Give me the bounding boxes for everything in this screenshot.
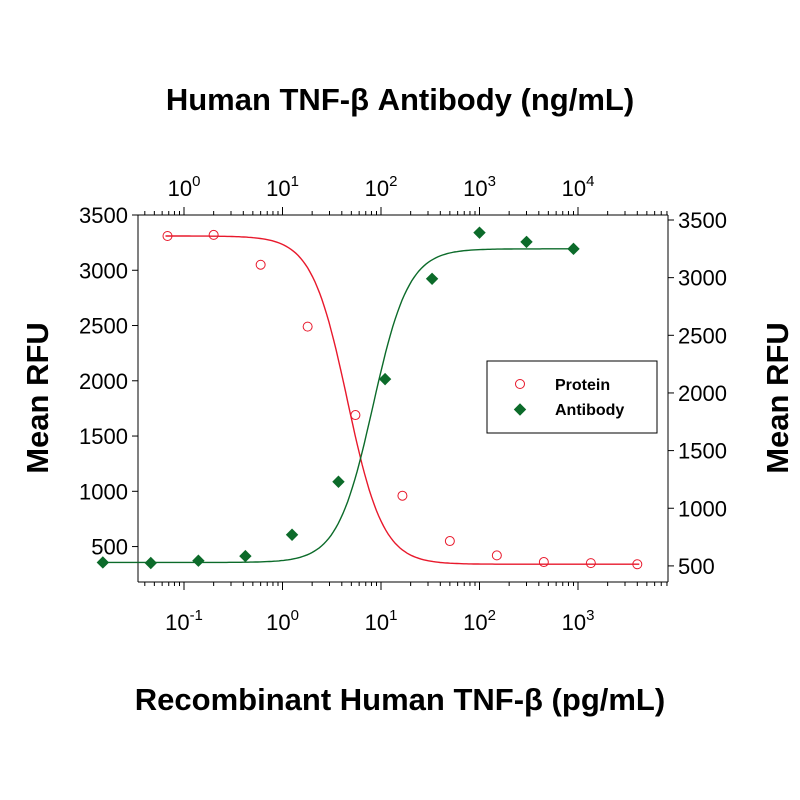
protein-point	[491, 550, 502, 561]
left-y-tick-label: 2500	[79, 314, 128, 339]
antibody-point	[239, 549, 252, 563]
top-x-tick-label: 102	[365, 173, 398, 201]
legend-protein-label: Protein	[555, 377, 610, 394]
antibody-point	[567, 242, 580, 256]
bottom-x-tick-label: 101	[365, 607, 398, 635]
antibody-point	[520, 235, 533, 249]
protein-point	[162, 230, 173, 241]
top-x-tick-label: 104	[562, 173, 595, 201]
antibody-point	[425, 272, 439, 286]
bottom-x-tick-label: 103	[562, 607, 595, 635]
legend-antibody-marker	[513, 403, 527, 416]
top-x-tick-label: 101	[266, 173, 299, 201]
bottom-x-tick-label: 102	[463, 607, 496, 635]
antibody-point	[144, 556, 157, 570]
left-y-tick-label: 1500	[79, 424, 128, 449]
protein-point	[538, 557, 549, 568]
bottom-axis-title: Recombinant Human TNF-β (pg/mL)	[134, 682, 666, 717]
antibody-point	[332, 475, 345, 488]
top-axis-title: Human TNF-β Antibody (ng/mL)	[165, 82, 635, 117]
protein-point	[350, 410, 361, 421]
protein-point	[444, 536, 455, 547]
protein-point	[585, 558, 596, 569]
right-y-tick-label: 3000	[678, 266, 727, 291]
right-y-tick-label: 1500	[678, 439, 727, 464]
protein-point	[255, 259, 266, 270]
antibody-point	[473, 226, 486, 239]
right-y-tick-label: 3500	[678, 208, 727, 233]
legend-box	[486, 360, 658, 434]
legend: Protein Antibody	[486, 360, 658, 434]
protein-point	[632, 559, 643, 570]
left-y-tick-label: 3500	[79, 203, 128, 228]
protein-point	[302, 321, 313, 332]
left-y-tick-label: 3000	[79, 258, 128, 283]
left-y-tick-label: 500	[91, 535, 128, 560]
protein-fit-curve	[165, 235, 640, 565]
left-y-tick-label: 2000	[79, 369, 128, 394]
top-x-tick-label: 100	[168, 173, 201, 201]
protein-point	[397, 490, 408, 501]
bottom-x-tick-label: 100	[266, 607, 299, 635]
protein-point	[208, 229, 219, 240]
left-y-tick-label: 1000	[79, 479, 128, 504]
antibody-point	[285, 528, 299, 541]
antibody-point	[192, 554, 205, 567]
right-y-tick-label: 2000	[678, 381, 727, 406]
right-y-tick-label: 1000	[678, 496, 727, 521]
legend-antibody-label: Antibody	[555, 402, 624, 419]
right-y-tick-label: 500	[678, 554, 715, 579]
antibody-point	[378, 372, 392, 386]
right-y-tick-label: 2500	[678, 323, 727, 348]
antibody-point	[96, 556, 110, 569]
legend-protein-marker	[515, 379, 525, 389]
bottom-x-tick-label: 10-1	[165, 607, 203, 635]
top-x-tick-label: 103	[463, 173, 496, 201]
antibody-fit-curve	[100, 248, 576, 564]
